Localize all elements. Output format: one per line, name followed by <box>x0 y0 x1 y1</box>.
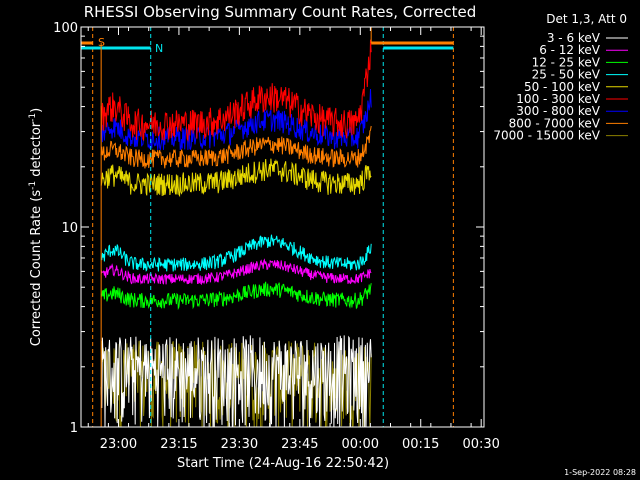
legend-label: 12 - 25 keV <box>532 55 601 69</box>
y-tick-label: 100 <box>53 21 78 36</box>
series-line <box>100 335 372 428</box>
series-line <box>100 258 372 286</box>
legend-header: Det 1,3, Att 0 <box>546 12 627 26</box>
x-tick-label: 23:00 <box>100 437 137 452</box>
x-tick-label: 00:30 <box>462 437 499 452</box>
x-axis-label: Start Time (24-Aug-16 22:50:42) <box>177 456 389 471</box>
legend-label: 50 - 100 keV <box>524 80 601 94</box>
y-tick-label: 10 <box>61 221 78 236</box>
legend-label: 800 - 7000 keV <box>509 116 601 130</box>
x-tick-label: 23:45 <box>281 437 318 452</box>
y-tick-label: 1 <box>70 421 78 436</box>
legend-label: 100 - 300 keV <box>516 92 600 106</box>
series-line <box>100 234 372 272</box>
legend-label: 6 - 12 keV <box>539 43 601 57</box>
series-line <box>100 281 372 311</box>
legend-label: 7000 - 15000 keV <box>493 129 600 143</box>
x-tick-label: 00:15 <box>402 437 439 452</box>
flag-label-s: S <box>98 36 105 49</box>
flag-label-n: N <box>155 42 163 55</box>
x-tick-label: 23:30 <box>221 437 258 452</box>
x-tick-label: 00:00 <box>342 437 379 452</box>
series-layer <box>100 39 372 428</box>
x-tick-label: 23:15 <box>160 437 197 452</box>
series-line <box>100 158 372 198</box>
legend-label: 25 - 50 keV <box>532 68 601 82</box>
chart-title: RHESSI Observing Summary Count Rates, Co… <box>84 3 477 21</box>
x-axis: 23:00 23:15 23:30 23:45 00:00 00:15 00:30 <box>87 27 500 452</box>
legend-label: 300 - 800 keV <box>516 104 600 118</box>
y-axis: 1 10 100 <box>53 21 484 436</box>
footer-date: 1-Sep-2022 08:28 <box>564 468 636 477</box>
series-line <box>100 39 372 143</box>
legend-label: 3 - 6 keV <box>547 31 601 45</box>
y-axis-label: Corrected Count Rate (s-1 detector-1) <box>28 108 44 346</box>
series-line <box>100 125 372 169</box>
